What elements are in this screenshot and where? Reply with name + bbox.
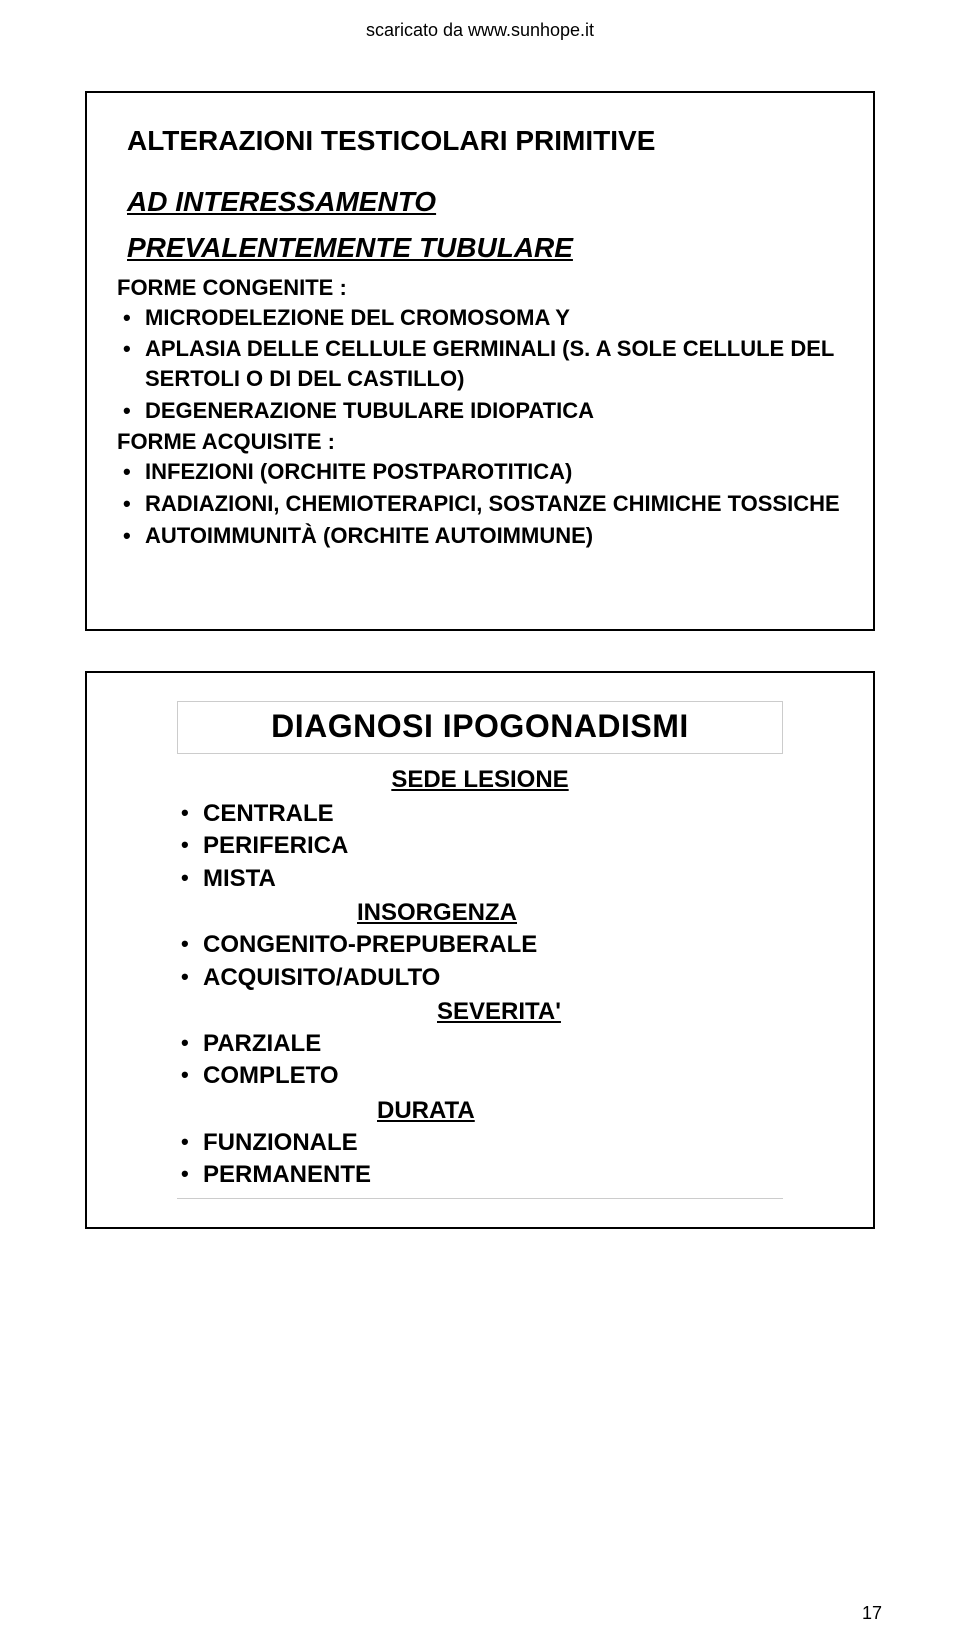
- list-item: MISTA: [177, 863, 783, 895]
- list-item: CENTRALE: [177, 798, 783, 830]
- sede-list: CENTRALE PERIFERICA MISTA: [177, 798, 783, 895]
- slide-1-box: ALTERAZIONI TESTICOLARI PRIMITIVE AD INT…: [85, 91, 875, 631]
- acquisite-list: INFEZIONI (ORCHITE POSTPAROTITICA) RADIA…: [117, 457, 843, 550]
- slide-1-subtitle-line1: AD INTERESSAMENTO: [127, 183, 843, 221]
- list-item: INFEZIONI (ORCHITE POSTPAROTITICA): [117, 457, 843, 487]
- forme-acquisite-label: FORME ACQUISITE :: [117, 429, 843, 455]
- page-header-text: scaricato da www.sunhope.it: [0, 0, 960, 51]
- slide-1-title: ALTERAZIONI TESTICOLARI PRIMITIVE: [127, 125, 843, 157]
- list-item: CONGENITO-PREPUBERALE: [177, 929, 783, 961]
- list-item: APLASIA DELLE CELLULE GERMINALI (S. A SO…: [117, 334, 843, 393]
- severita-label: SEVERITA': [437, 998, 783, 1026]
- list-item: ACQUISITO/ADULTO: [177, 962, 783, 994]
- slide-2-box: DIAGNOSI IPOGONADISMI SEDE LESIONE CENTR…: [85, 671, 875, 1229]
- durata-list: FUNZIONALE PERMANENTE: [177, 1127, 783, 1192]
- forme-congenite-label: FORME CONGENITE :: [117, 275, 843, 301]
- list-item: COMPLETO: [177, 1060, 783, 1092]
- slide-2-content: SEDE LESIONE CENTRALE PERIFERICA MISTA I…: [177, 753, 783, 1192]
- list-item: PERIFERICA: [177, 830, 783, 862]
- list-item: MICRODELEZIONE DEL CROMOSOMA Y: [117, 303, 843, 333]
- page-number: 17: [862, 1603, 882, 1624]
- congenite-list: MICRODELEZIONE DEL CROMOSOMA Y APLASIA D…: [117, 303, 843, 426]
- slide-2-title: DIAGNOSI IPOGONADISMI: [271, 708, 689, 744]
- list-item: DEGENERAZIONE TUBULARE IDIOPATICA: [117, 396, 843, 426]
- list-item: PARZIALE: [177, 1028, 783, 1060]
- list-item: RADIAZIONI, CHEMIOTERAPICI, SOSTANZE CHI…: [117, 489, 843, 519]
- list-item: FUNZIONALE: [177, 1127, 783, 1159]
- list-item: PERMANENTE: [177, 1159, 783, 1191]
- slide-1-subtitle-line2: PREVALENTEMENTE TUBULARE: [127, 229, 843, 267]
- diag-title-wrap: DIAGNOSI IPOGONADISMI: [177, 701, 783, 753]
- durata-label: DURATA: [377, 1097, 783, 1125]
- sede-lesione-label: SEDE LESIONE: [177, 766, 783, 794]
- insorgenza-list: CONGENITO-PREPUBERALE ACQUISITO/ADULTO: [177, 929, 783, 994]
- severita-list: PARZIALE COMPLETO: [177, 1028, 783, 1093]
- insorgenza-label: INSORGENZA: [357, 899, 783, 927]
- bottom-divider: [177, 1198, 783, 1199]
- list-item: AUTOIMMUNITÀ (ORCHITE AUTOIMMUNE): [117, 521, 843, 551]
